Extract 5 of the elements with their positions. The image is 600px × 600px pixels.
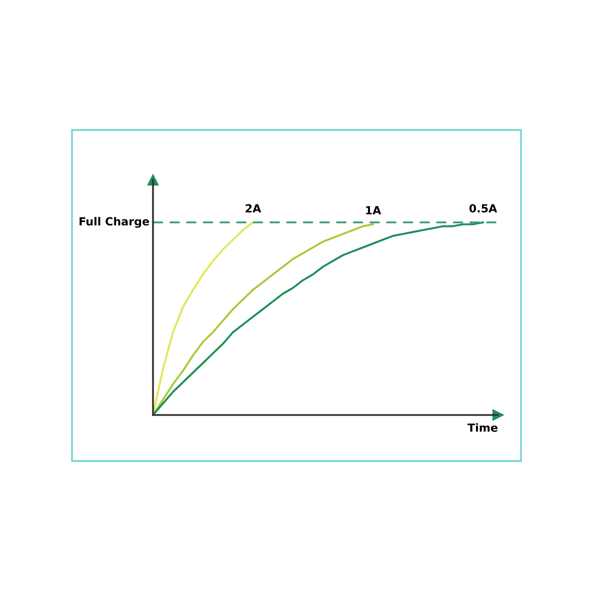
ref-line-label: Full Charge	[80, 216, 150, 228]
series-label: 1A	[366, 206, 382, 214]
x-axis-title: Time	[468, 423, 498, 432]
series-label: 0.5A	[469, 204, 498, 213]
series-label: 2A	[246, 204, 262, 212]
